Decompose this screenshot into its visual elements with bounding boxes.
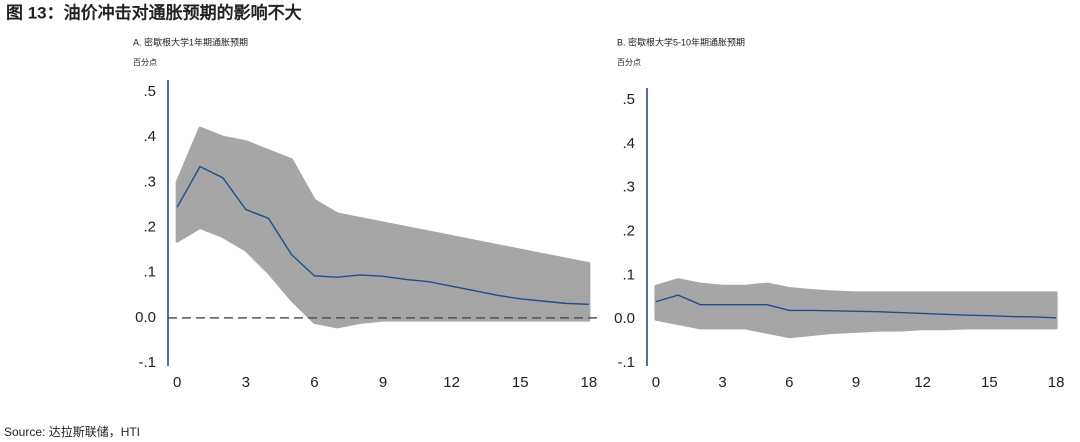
y-tick-label: .3 bbox=[143, 173, 156, 190]
x-tick-label: 9 bbox=[852, 374, 860, 391]
uncertainty-band bbox=[654, 278, 1058, 339]
x-tick-label: 18 bbox=[581, 374, 598, 391]
y-tick-label: .2 bbox=[622, 222, 635, 239]
x-tick-label: 12 bbox=[914, 374, 931, 391]
y-tick-label: .1 bbox=[622, 266, 635, 283]
x-tick-label: 18 bbox=[1048, 374, 1065, 391]
uncertainty-band bbox=[175, 126, 591, 329]
y-tick-label: 0.0 bbox=[135, 309, 156, 326]
y-tick-label: .4 bbox=[143, 128, 156, 145]
x-tick-label: 3 bbox=[718, 374, 726, 391]
median-line bbox=[176, 165, 589, 305]
y-tick-label: .2 bbox=[143, 218, 156, 235]
chart-subtitle: A. 密歇根大学1年期通胀预期 bbox=[133, 36, 248, 47]
x-tick-label: 6 bbox=[310, 374, 318, 391]
x-tick-label: 6 bbox=[785, 374, 793, 391]
x-tick-label: 15 bbox=[981, 374, 998, 391]
chart-subtitle: B. 密歇根大学5-10年期通胀预期 bbox=[617, 36, 745, 47]
source-note: Source: 达拉斯联储，HTI bbox=[4, 424, 140, 439]
y-tick-label: .3 bbox=[622, 179, 635, 196]
y-tick-label: 0.0 bbox=[614, 310, 635, 327]
x-tick-label: 0 bbox=[173, 374, 181, 391]
y-tick-label: -.1 bbox=[138, 354, 156, 371]
x-tick-label: 3 bbox=[242, 374, 250, 391]
y-tick-label: .1 bbox=[143, 264, 156, 281]
x-tick-label: 9 bbox=[379, 374, 387, 391]
y-tick-label: -.1 bbox=[617, 354, 635, 371]
x-tick-label: 12 bbox=[443, 374, 460, 391]
median-line bbox=[655, 294, 1057, 319]
x-tick-label: 15 bbox=[512, 374, 529, 391]
y-tick-label: .5 bbox=[622, 91, 635, 108]
x-tick-label: 0 bbox=[652, 374, 660, 391]
y-tick-label: .5 bbox=[143, 83, 156, 100]
y-axis-unit: 百分点 bbox=[617, 58, 641, 67]
y-axis-unit: 百分点 bbox=[133, 58, 157, 67]
y-tick-label: .4 bbox=[622, 135, 635, 152]
figure-title: 图 13：油价冲击对通胀预期的影响不大 bbox=[6, 2, 302, 22]
